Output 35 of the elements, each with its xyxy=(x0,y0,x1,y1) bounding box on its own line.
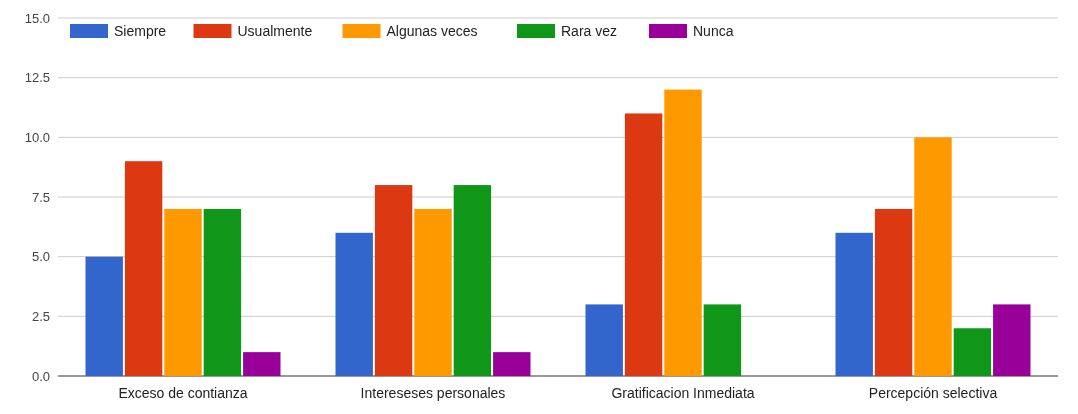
x-tick-label: Percepción selectiva xyxy=(868,385,998,401)
bar xyxy=(453,185,492,376)
bar xyxy=(493,352,531,376)
bar xyxy=(953,328,992,376)
legend-label: Siempre xyxy=(114,22,167,39)
y-tick-label: 2.5 xyxy=(31,308,50,324)
x-tick-label: Gratificacion Inmediata xyxy=(611,385,755,401)
x-tick-label: Intereseses personales xyxy=(360,385,506,401)
y-tick-label: 7.5 xyxy=(31,189,50,205)
bar xyxy=(703,304,742,376)
bar xyxy=(874,208,913,376)
y-tick-label: 10.0 xyxy=(24,129,50,145)
y-tick-label: 5.0 xyxy=(31,249,50,265)
bar xyxy=(664,89,702,376)
bar xyxy=(414,208,452,376)
bar xyxy=(85,256,123,376)
bar xyxy=(124,161,163,376)
bar xyxy=(914,137,952,376)
y-tick-label: 12.5 xyxy=(24,70,50,86)
y-tick-label: 0.0 xyxy=(31,368,50,384)
legend-label: Nunca xyxy=(693,22,734,39)
bar xyxy=(993,304,1031,376)
bar xyxy=(374,185,413,376)
bar xyxy=(203,208,242,376)
bar xyxy=(164,208,202,376)
bar xyxy=(835,232,873,376)
legend-label: Algunas veces xyxy=(386,22,478,39)
bar xyxy=(335,232,373,376)
bar xyxy=(585,304,623,376)
x-tick-label: Exceso de contianza xyxy=(118,385,248,401)
legend-label: Rara vez xyxy=(561,22,618,39)
bar xyxy=(243,352,281,376)
bar xyxy=(624,113,663,376)
y-tick-label: 15.0 xyxy=(24,10,50,26)
legend-label: Usualmente xyxy=(237,22,313,39)
